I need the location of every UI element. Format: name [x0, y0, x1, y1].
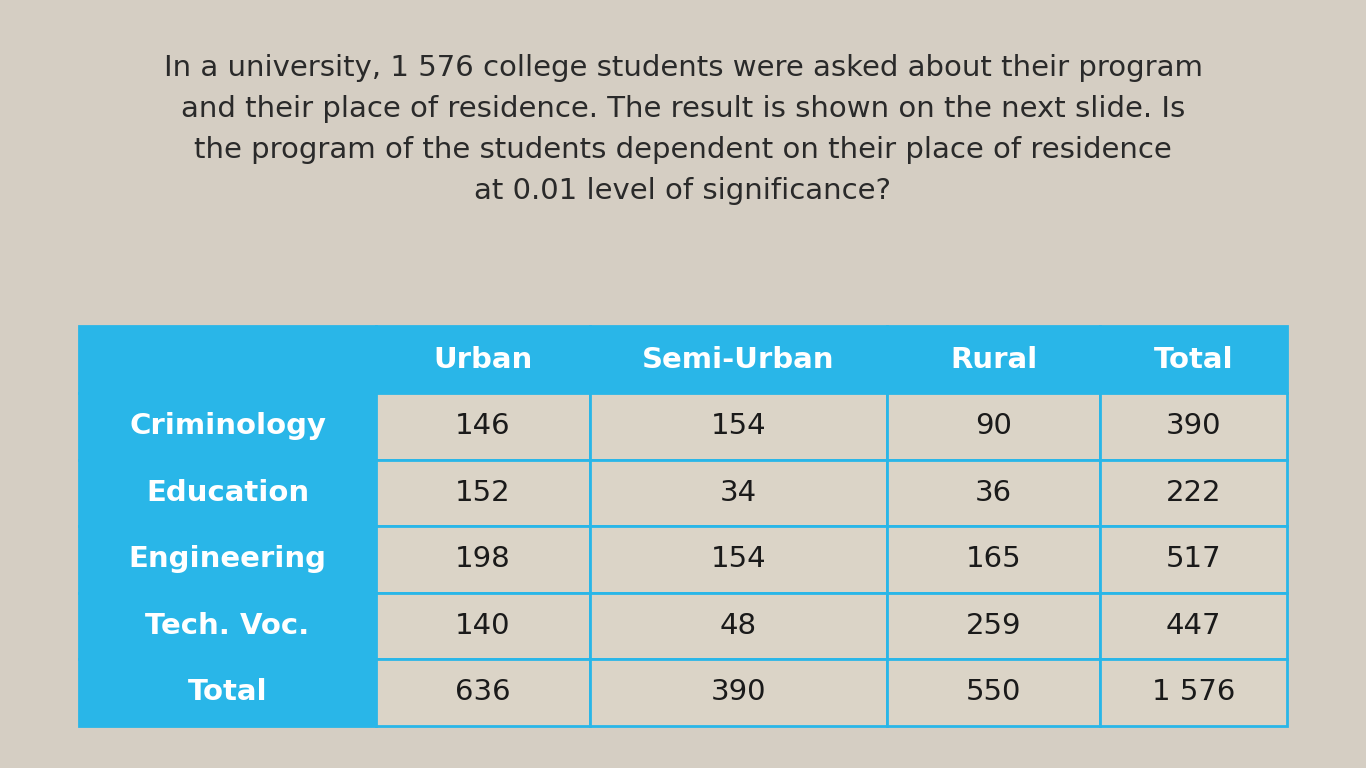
- Text: Engineering: Engineering: [128, 545, 326, 574]
- Text: 636: 636: [455, 678, 511, 707]
- Text: Semi-Urban: Semi-Urban: [642, 346, 835, 374]
- Text: Rural: Rural: [949, 346, 1037, 374]
- Text: Total: Total: [187, 678, 268, 707]
- Text: Total: Total: [1154, 346, 1233, 374]
- Text: 259: 259: [966, 612, 1022, 640]
- Text: 154: 154: [710, 412, 766, 440]
- Text: 1 576: 1 576: [1152, 678, 1235, 707]
- Text: 48: 48: [720, 612, 757, 640]
- Text: 36: 36: [975, 478, 1012, 507]
- Text: 198: 198: [455, 545, 511, 574]
- Text: 152: 152: [455, 478, 511, 507]
- Text: Tech. Voc.: Tech. Voc.: [145, 612, 310, 640]
- Text: 165: 165: [966, 545, 1022, 574]
- Text: 90: 90: [975, 412, 1012, 440]
- Text: 390: 390: [710, 678, 766, 707]
- Text: 390: 390: [1165, 412, 1221, 440]
- Text: 222: 222: [1165, 478, 1221, 507]
- Text: Urban: Urban: [433, 346, 533, 374]
- Text: Education: Education: [146, 478, 309, 507]
- Text: In a university, 1 576 college students were asked about their program
and their: In a university, 1 576 college students …: [164, 54, 1202, 205]
- Text: 140: 140: [455, 612, 511, 640]
- Text: 146: 146: [455, 412, 511, 440]
- Text: 34: 34: [720, 478, 757, 507]
- Text: 550: 550: [966, 678, 1022, 707]
- Text: 447: 447: [1165, 612, 1221, 640]
- Text: 154: 154: [710, 545, 766, 574]
- Text: 517: 517: [1165, 545, 1221, 574]
- Text: Criminology: Criminology: [128, 412, 326, 440]
